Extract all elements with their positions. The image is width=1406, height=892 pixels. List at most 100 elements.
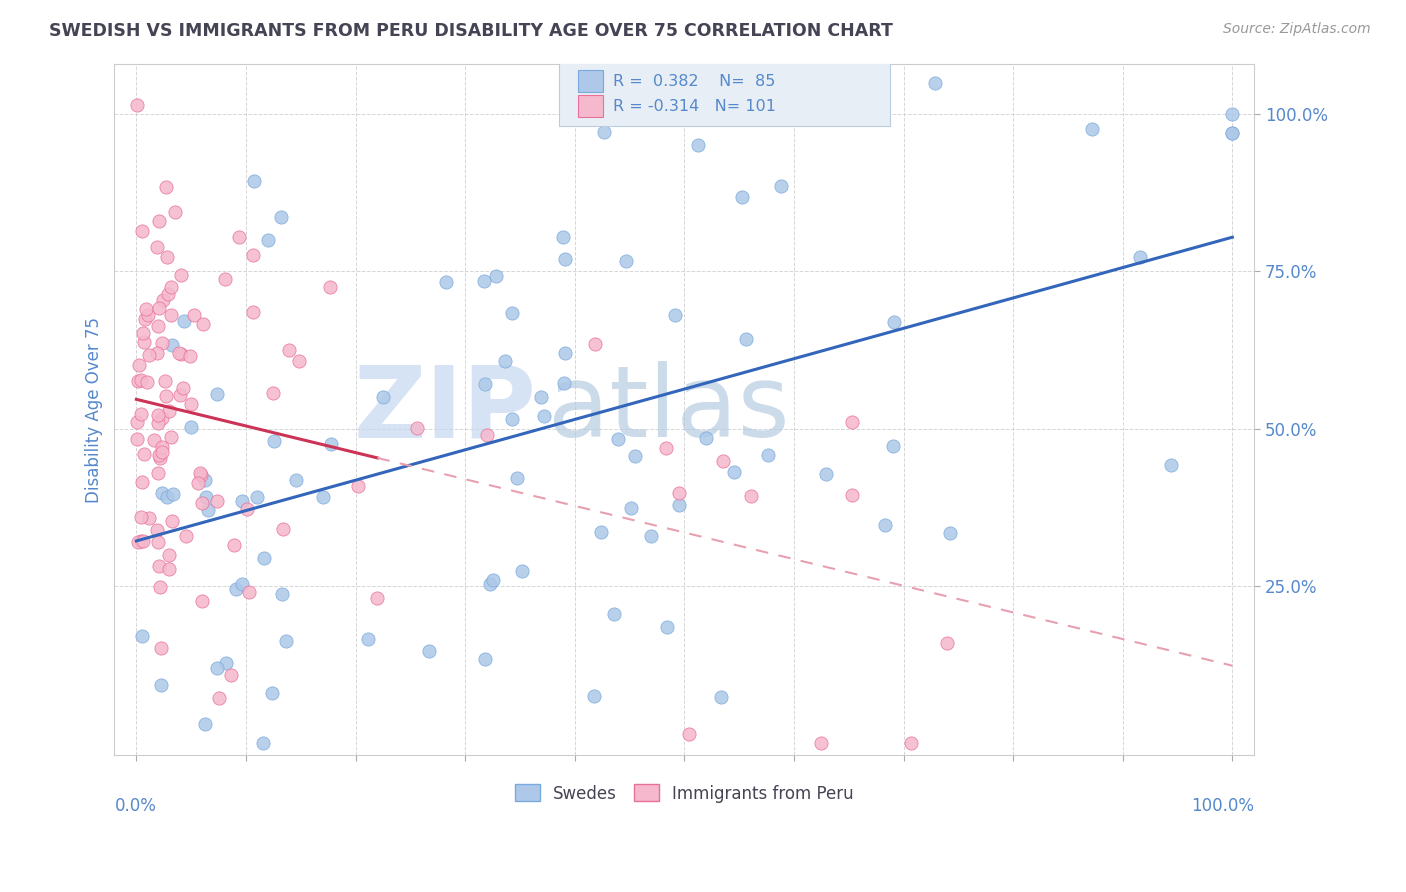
Point: [180, 397, 202, 411]
Point: [129, 510, 152, 524]
Point: [711, 454, 734, 468]
Point: [131, 224, 153, 238]
Point: [129, 407, 152, 421]
Point: [501, 306, 523, 320]
Point: [225, 582, 247, 596]
Point: [134, 446, 156, 460]
Point: [169, 388, 191, 402]
Point: [170, 346, 193, 360]
Point: [146, 466, 169, 480]
Point: [406, 421, 429, 435]
FancyBboxPatch shape: [578, 95, 603, 117]
Point: [127, 374, 149, 388]
Point: [132, 533, 155, 548]
Point: [125, 97, 148, 112]
Point: [533, 409, 555, 423]
Point: [146, 534, 169, 549]
Point: [501, 412, 523, 426]
Point: [150, 410, 173, 425]
Point: [138, 510, 160, 524]
Point: [319, 437, 342, 451]
Point: [150, 640, 173, 655]
Text: atlas: atlas: [547, 361, 789, 458]
Point: [193, 318, 215, 332]
Point: [129, 373, 152, 387]
Point: [134, 311, 156, 326]
Point: [127, 535, 149, 549]
Point: [770, 179, 793, 194]
Point: [146, 523, 169, 537]
Point: [678, 727, 700, 741]
Point: [205, 387, 228, 401]
Point: [665, 76, 688, 90]
Point: [148, 416, 170, 430]
FancyBboxPatch shape: [578, 70, 603, 93]
Point: [146, 346, 169, 360]
Point: [156, 251, 179, 265]
Point: [246, 490, 269, 504]
Point: [841, 415, 863, 429]
Point: [263, 434, 285, 449]
Point: [191, 496, 214, 510]
Point: [155, 389, 177, 403]
Point: [207, 661, 229, 675]
Point: [841, 488, 863, 502]
Point: [205, 493, 228, 508]
Point: [252, 736, 274, 750]
Point: [228, 230, 250, 244]
Point: [285, 473, 308, 487]
Point: [319, 280, 342, 294]
Point: [142, 434, 165, 448]
Point: [146, 408, 169, 422]
Point: [664, 308, 686, 322]
Point: [242, 248, 264, 262]
Point: [482, 573, 505, 587]
Point: [243, 174, 266, 188]
Point: [231, 577, 253, 591]
Point: [194, 717, 217, 731]
Point: [434, 276, 457, 290]
Point: [208, 691, 231, 706]
Point: [756, 448, 779, 462]
Point: [152, 293, 174, 308]
Point: [129, 534, 152, 549]
Legend: Swedes, Immigrants from Peru: Swedes, Immigrants from Peru: [509, 778, 860, 809]
Point: [695, 431, 717, 445]
Point: [1129, 250, 1152, 264]
Point: [668, 486, 690, 500]
Point: [312, 491, 335, 505]
Point: [169, 345, 191, 359]
Point: [686, 138, 709, 153]
Point: [172, 381, 194, 395]
Point: [157, 404, 180, 418]
Point: [614, 253, 637, 268]
Point: [257, 234, 280, 248]
Point: [148, 449, 170, 463]
Point: [235, 501, 257, 516]
Point: [173, 314, 195, 328]
Point: [194, 474, 217, 488]
Point: [882, 439, 904, 453]
Text: 0.0%: 0.0%: [114, 797, 156, 814]
Point: [125, 415, 148, 429]
Point: [222, 538, 245, 552]
Point: [128, 358, 150, 372]
Text: ZIP: ZIP: [353, 361, 536, 458]
Point: [607, 432, 630, 446]
Point: [242, 304, 264, 318]
Point: [135, 375, 157, 389]
Y-axis label: Disability Age Over 75: Disability Age Over 75: [86, 317, 103, 503]
Point: [260, 686, 283, 700]
Point: [238, 584, 260, 599]
Point: [231, 494, 253, 508]
Point: [655, 620, 678, 634]
Point: [494, 354, 516, 368]
Point: [160, 514, 183, 528]
Point: [162, 487, 184, 501]
Point: [187, 475, 209, 490]
Point: [624, 449, 647, 463]
Point: [160, 430, 183, 444]
Point: [583, 689, 606, 703]
Point: [472, 274, 495, 288]
Point: [506, 471, 529, 485]
